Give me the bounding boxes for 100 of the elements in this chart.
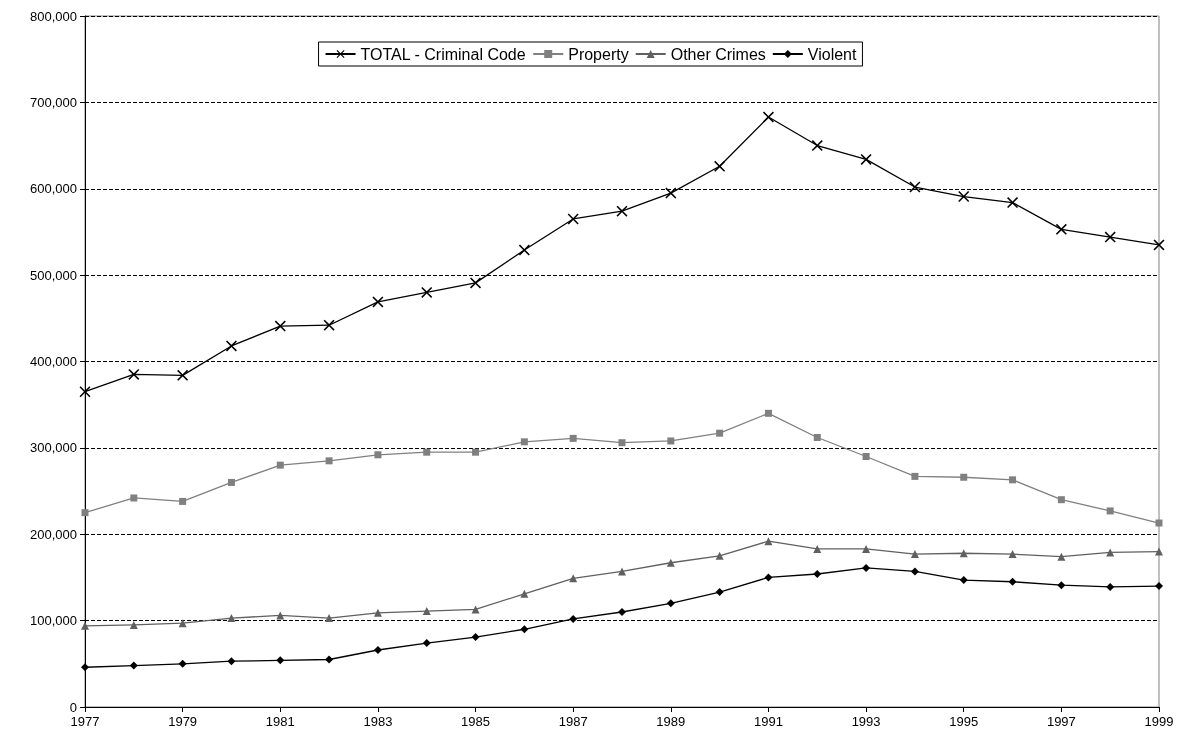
point [373, 608, 382, 617]
y-tick-label: 600,000 [30, 181, 77, 197]
point [569, 434, 577, 442]
point [422, 639, 431, 648]
point [1104, 231, 1116, 243]
point [764, 573, 773, 582]
point [714, 160, 726, 172]
y-tick-label: 700,000 [30, 94, 77, 110]
point [910, 550, 919, 559]
x-tick-label: 1999 [1144, 714, 1174, 729]
point [910, 567, 919, 576]
point [1153, 239, 1165, 251]
x-tick-label: 1985 [461, 714, 491, 729]
point [423, 448, 431, 456]
point [616, 205, 628, 217]
x-tick-label: 1979 [168, 714, 198, 729]
point [1008, 577, 1017, 586]
y-tick-label: 300,000 [30, 440, 77, 456]
point [372, 296, 384, 308]
point [862, 544, 871, 553]
point [909, 181, 921, 193]
point [762, 111, 774, 123]
point [1106, 507, 1114, 515]
point [811, 140, 823, 152]
point [618, 567, 626, 576]
y-tick-label: 200,000 [30, 526, 77, 542]
point [618, 439, 626, 447]
point [862, 453, 870, 461]
point [1007, 197, 1019, 209]
point [715, 588, 724, 597]
x-tick-label: 1991 [753, 714, 783, 729]
point [177, 369, 189, 381]
point [471, 633, 480, 642]
point [130, 494, 138, 502]
point [227, 478, 235, 486]
point [959, 576, 968, 585]
point [520, 589, 529, 598]
point [716, 429, 724, 437]
point [764, 537, 773, 546]
point [1057, 552, 1066, 561]
point [178, 619, 187, 628]
point [471, 605, 480, 614]
y-tick-label: 100,000 [30, 613, 77, 629]
y-tick-label: 800,000 [30, 8, 77, 24]
x-tick-label: 1987 [558, 714, 588, 729]
point [79, 386, 91, 398]
point [813, 544, 822, 553]
point [81, 509, 89, 517]
point [567, 213, 579, 225]
x-tick-label: 1981 [265, 714, 295, 729]
point [1009, 476, 1017, 484]
point [374, 451, 382, 459]
point [325, 614, 334, 623]
point [666, 599, 675, 608]
point [373, 645, 382, 654]
point [520, 625, 529, 634]
point [325, 655, 334, 664]
point [813, 434, 821, 442]
point [667, 437, 675, 445]
x-tick-label: 1983 [363, 714, 393, 729]
point [1155, 547, 1163, 556]
point [960, 473, 968, 481]
point [911, 472, 919, 480]
point [276, 461, 284, 469]
point [862, 563, 871, 572]
legend-label: TOTAL - Criminal Code [360, 45, 526, 63]
point [179, 497, 187, 505]
x-tick-label: 1995 [949, 714, 979, 729]
point [569, 614, 578, 623]
x-tick-label: 1989 [656, 714, 686, 729]
x-tick-label: 1997 [1046, 714, 1076, 729]
point [81, 663, 89, 672]
point [227, 614, 236, 623]
legend-label: Other Crimes [670, 45, 766, 63]
point [520, 438, 528, 446]
point [1008, 550, 1017, 559]
point [764, 409, 772, 417]
point [274, 320, 286, 332]
point [1057, 581, 1066, 590]
point [276, 656, 285, 665]
point [129, 620, 138, 629]
point [518, 244, 530, 256]
legend-label: Violent [807, 45, 857, 63]
point [1155, 582, 1163, 591]
legend-label: Property [568, 45, 629, 63]
point [958, 191, 970, 203]
point [1155, 519, 1163, 527]
x-tick-label: 1977 [70, 714, 100, 729]
point [470, 277, 482, 289]
point [227, 657, 236, 666]
point [325, 457, 333, 465]
point [472, 448, 480, 456]
point [1055, 223, 1067, 235]
y-tick-label: 500,000 [30, 267, 77, 283]
point [81, 621, 89, 630]
y-tick-label: 400,000 [30, 354, 77, 369]
point [860, 153, 872, 165]
point [421, 286, 433, 298]
point [813, 569, 822, 578]
y-tick-label: 0 [69, 699, 77, 715]
